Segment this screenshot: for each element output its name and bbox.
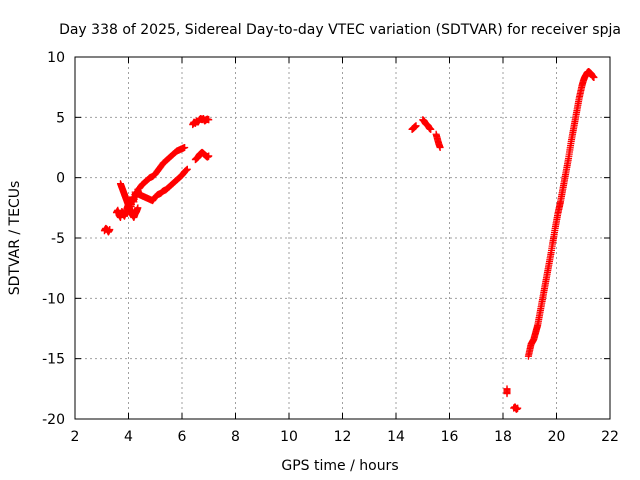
data-point — [590, 74, 598, 82]
y-tick-label: -20 — [42, 412, 65, 428]
data-point — [503, 390, 511, 398]
chart-title: Day 338 of 2025, Sidereal Day-to-day VTE… — [59, 22, 621, 38]
x-tick-label: 18 — [494, 429, 512, 445]
data-point — [412, 122, 420, 130]
x-axis-label: GPS time / hours — [281, 458, 398, 474]
x-tick-label: 20 — [548, 429, 566, 445]
x-tick-label: 2 — [71, 429, 80, 445]
data-point — [205, 152, 213, 160]
x-tick-label: 14 — [387, 429, 405, 445]
y-tick-label: 10 — [47, 50, 65, 66]
y-tick-label: -5 — [51, 231, 65, 247]
data-points — [100, 67, 598, 413]
axis-ticks: 2 4 6 8 10 12 14 16 18 20 22 10 5 0 -5 -10 -15 -20 — [42, 50, 619, 445]
x-tick-label: 8 — [231, 429, 240, 445]
y-tick-label: 5 — [56, 110, 65, 126]
data-point — [106, 226, 114, 234]
data-point — [183, 165, 191, 173]
y-axis-label: SDTVAR / TECUs — [7, 181, 23, 296]
data-point — [514, 404, 522, 412]
x-tick-label: 16 — [441, 429, 459, 445]
x-tick-label: 22 — [601, 429, 619, 445]
x-tick-label: 10 — [280, 429, 298, 445]
y-tick-label: 0 — [56, 171, 65, 187]
data-point — [134, 204, 142, 212]
data-point — [205, 116, 213, 124]
data-point — [181, 144, 189, 151]
x-tick-label: 4 — [124, 429, 133, 445]
x-tick-label: 6 — [178, 429, 187, 445]
y-tick-label: -10 — [42, 291, 65, 307]
y-tick-label: -15 — [42, 352, 65, 368]
data-point — [427, 125, 435, 133]
data-point — [436, 144, 444, 151]
x-tick-label: 12 — [334, 429, 352, 445]
